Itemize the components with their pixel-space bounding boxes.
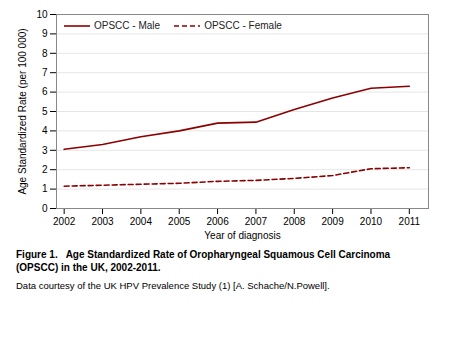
svg-text:2009: 2009 <box>321 216 344 227</box>
svg-text:6: 6 <box>42 86 48 97</box>
svg-text:7: 7 <box>42 67 48 78</box>
svg-text:5: 5 <box>42 106 48 117</box>
html-text:OPSCC - Female: OPSCC - Female <box>204 20 282 31</box>
svg-text:2010: 2010 <box>360 216 383 227</box>
svg-text:0: 0 <box>42 203 48 214</box>
html-text:Figure 1. Age Standardized Rat: Figure 1. Age Standardized Rate of Oroph… <box>16 249 391 273</box>
svg-text:2006: 2006 <box>206 216 229 227</box>
svg-text:4: 4 <box>42 125 48 136</box>
svg-text:2005: 2005 <box>168 216 191 227</box>
svg-text:2007: 2007 <box>245 216 268 227</box>
svg-text:9: 9 <box>42 28 48 39</box>
svg-text:2004: 2004 <box>130 216 153 227</box>
html-text:OPSCC - Male: OPSCC - Male <box>94 20 161 31</box>
svg-text:10: 10 <box>36 9 48 20</box>
html-text:Data courtesy of the UK HPV Pr: Data courtesy of the UK HPV Prevalence S… <box>16 280 330 291</box>
svg-text:Year of diagnosis: Year of diagnosis <box>204 230 280 241</box>
svg-text:2002: 2002 <box>53 216 76 227</box>
svg-text:2: 2 <box>42 164 48 175</box>
svg-text:1: 1 <box>42 183 48 194</box>
svg-text:3: 3 <box>42 145 48 156</box>
svg-text:8: 8 <box>42 48 48 59</box>
svg-text:Age Standardized Rate (per 100: Age Standardized Rate (per 100 000) <box>17 28 28 194</box>
svg-text:2003: 2003 <box>91 216 114 227</box>
svg-text:2011: 2011 <box>399 216 421 227</box>
svg-text:2008: 2008 <box>283 216 306 227</box>
